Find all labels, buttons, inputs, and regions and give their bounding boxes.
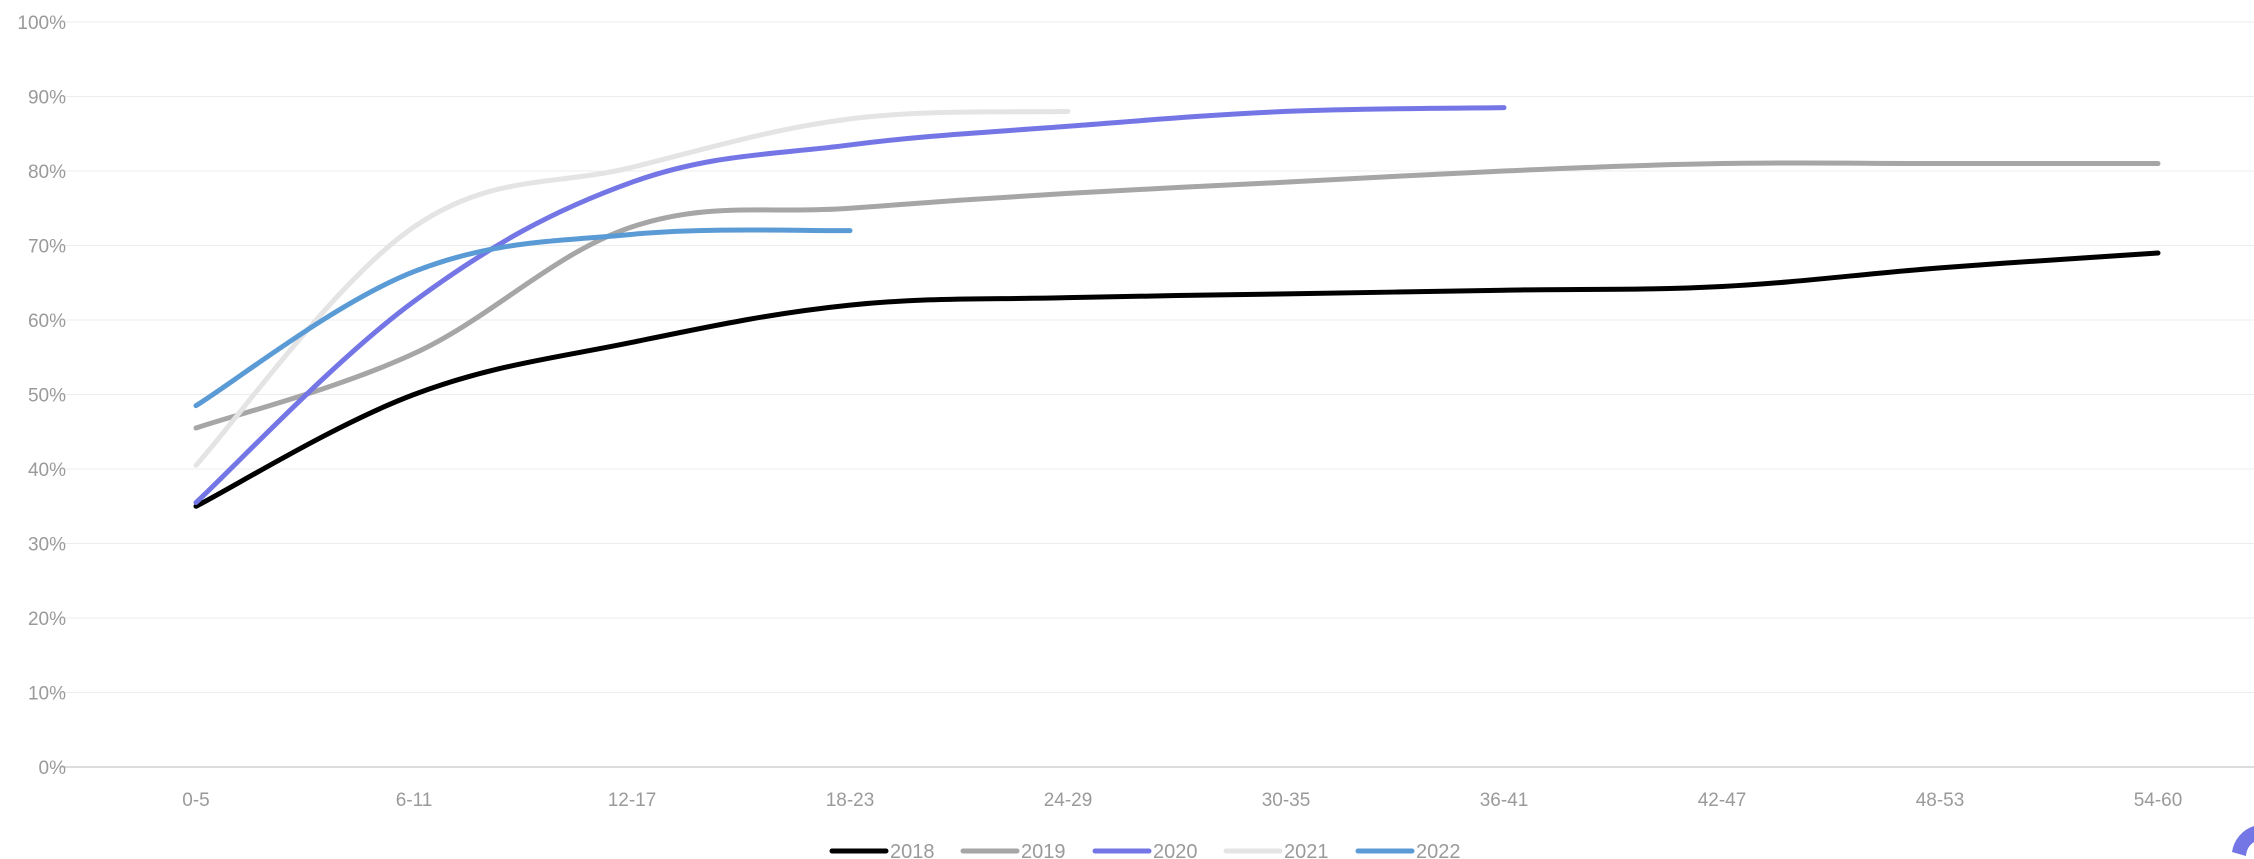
y-tick-label: 0% <box>39 758 67 779</box>
gridlines <box>60 21 2254 768</box>
x-tick-label: 48-53 <box>1916 790 1965 811</box>
y-tick-label: 100% <box>17 13 66 34</box>
logo-mark <box>2232 826 2254 856</box>
x-tick-label: 12-17 <box>608 790 657 811</box>
y-tick-label: 10% <box>28 684 66 705</box>
y-tick-label: 80% <box>28 162 66 183</box>
x-tick-label: 0-5 <box>182 790 209 811</box>
series-line-2020 <box>193 105 1507 506</box>
x-tick-label: 24-29 <box>1044 790 1093 811</box>
legend-label-2022: 2022 <box>1416 841 1461 859</box>
brand-logo <box>2232 826 2254 856</box>
y-axis-ticks: 0% 10% 20% 30% 40% 50% 60% 70% 80% 90% 100% <box>17 13 66 779</box>
x-tick-label: 30-35 <box>1262 790 1311 811</box>
legend-label-2021: 2021 <box>1284 841 1329 859</box>
x-axis-ticks: 0-5 6-11 12-17 18-23 24-29 30-35 36-41 42-47 48-… <box>182 790 2182 811</box>
legend-label-2019: 2019 <box>1021 841 1066 859</box>
legend-label-2018: 2018 <box>890 841 935 859</box>
series-line-2021 <box>193 108 1071 468</box>
y-tick-label: 90% <box>28 88 66 109</box>
legend-label-2020: 2020 <box>1153 841 1198 859</box>
y-tick-label: 60% <box>28 311 66 332</box>
y-tick-label: 70% <box>28 237 66 258</box>
x-tick-label: 18-23 <box>826 790 875 811</box>
series-line-2022 <box>193 227 853 409</box>
x-tick-label: 42-47 <box>1698 790 1747 811</box>
y-tick-label: 40% <box>28 460 66 481</box>
x-tick-label: 6-11 <box>396 790 433 811</box>
series-line-2019 <box>193 160 2161 431</box>
legend: 2018 2019 2020 2021 2022 <box>829 841 1461 859</box>
x-tick-label: 54-60 <box>2134 790 2183 811</box>
y-tick-label: 50% <box>28 386 66 407</box>
x-tick-label: 36-41 <box>1480 790 1529 811</box>
y-tick-label: 20% <box>28 609 66 630</box>
series-lines <box>193 105 2161 509</box>
series-line-2018 <box>193 250 2161 509</box>
y-tick-label: 30% <box>28 535 66 556</box>
